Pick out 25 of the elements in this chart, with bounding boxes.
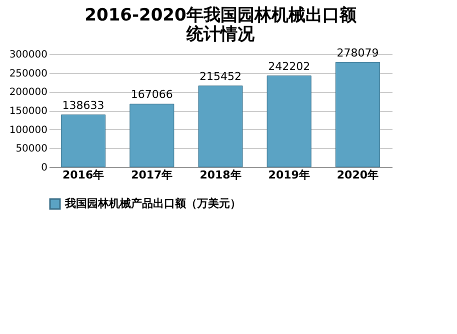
bar xyxy=(335,62,380,168)
bar xyxy=(130,104,174,168)
bar xyxy=(61,114,106,168)
y-tick-label: 0 xyxy=(41,162,48,174)
bar xyxy=(266,76,312,168)
text: 2016-2020年我国园林机械出口额 xyxy=(84,5,356,26)
y-tick-label: 150000 xyxy=(9,106,48,117)
data-label: 167066 xyxy=(130,88,173,102)
data-label: 242202 xyxy=(268,60,310,73)
data-label: 138633 xyxy=(62,98,104,112)
text: 统计情况 xyxy=(186,24,254,44)
x-tick-label: 2017年 xyxy=(131,168,173,182)
x-tick-label: 2016年 xyxy=(62,168,104,182)
y-tick-label: 100000 xyxy=(9,124,48,136)
x-tick-label: 2019年 xyxy=(268,168,310,182)
y-tick-label: 200000 xyxy=(9,87,48,98)
x-tick-label: 2020年 xyxy=(336,168,379,182)
x-tick-label: 2018年 xyxy=(200,168,242,182)
y-tick-label: 250000 xyxy=(9,68,48,80)
legend-label: 我国园林机械产品出口额（万美元） xyxy=(64,197,241,210)
bar xyxy=(198,86,243,168)
data-label: 215452 xyxy=(200,70,242,83)
y-tick-label: 300000 xyxy=(9,50,48,60)
data-label: 278079 xyxy=(336,46,379,60)
y-tick-label: 50000 xyxy=(16,144,48,155)
